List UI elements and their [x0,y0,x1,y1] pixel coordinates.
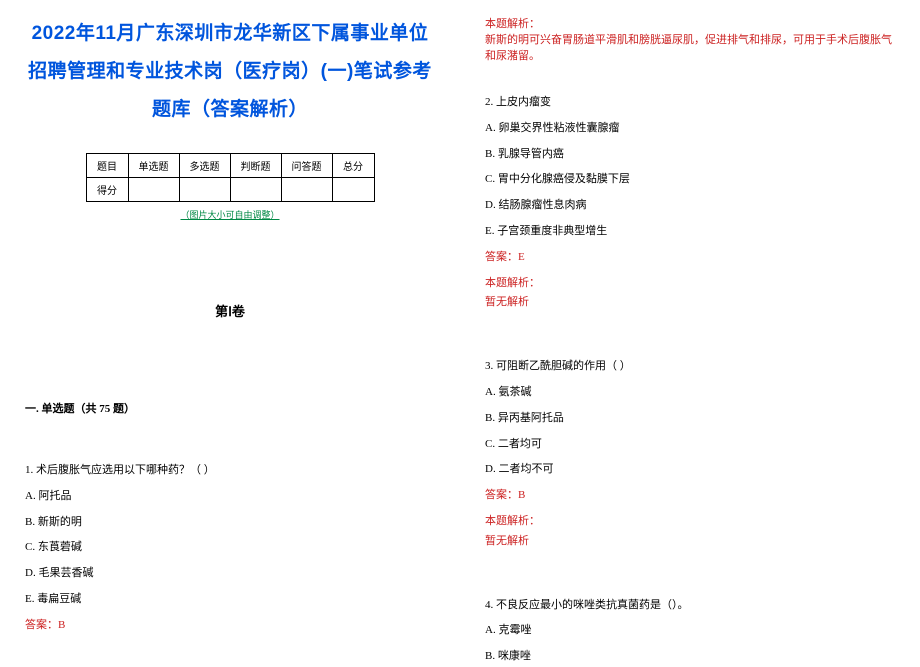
q2-answer: 答案：E [485,248,895,268]
q1-opt-c: C. 东莨菪碱 [25,538,435,558]
cell-empty [128,178,179,202]
table-row: 题目 单选题 多选题 判断题 问答题 总分 [86,154,374,178]
table-row: 得分 [86,178,374,202]
q2-text: 2. 上皮内瘤变 [485,93,895,113]
q2-opt-a: A. 卵巢交界性粘液性囊腺瘤 [485,119,895,139]
q1-opt-e: E. 毒扁豆碱 [25,590,435,610]
title-line-2: 招聘管理和专业技术岗（医疗岗）(一)笔试参考 [25,53,435,91]
q3-explain-head: 本题解析： [485,512,895,532]
q1-answer: 答案：B [25,616,435,636]
cell-empty [281,178,332,202]
question-1: 1. 术后腹胀气应选用以下哪种药？（ ） A. 阿托品 B. 新斯的明 C. 东… [25,461,435,636]
th-zf: 总分 [332,154,374,178]
title-line-1: 2022年11月广东深圳市龙华新区下属事业单位 [25,15,435,53]
question-4: 4. 不良反应最小的咪唑类抗真菌药是（）。 A. 克霉唑 B. 咪康唑 [485,596,895,667]
cell-empty [230,178,281,202]
cell-empty [179,178,230,202]
q2-opt-d: D. 结肠腺瘤性息肉病 [485,196,895,216]
q1-opt-b: B. 新斯的明 [25,513,435,533]
q3-explain-body: 暂无解析 [485,532,895,552]
question-3: 3. 可阻断乙酰胆碱的作用（ ） A. 氨茶碱 B. 异丙基阿托品 C. 二者均… [485,357,895,551]
q3-opt-b: B. 异丙基阿托品 [485,409,895,429]
th-wd: 问答题 [281,154,332,178]
q2-explain-body: 暂无解析 [485,293,895,313]
th-tm: 题目 [86,154,128,178]
th-dx: 单选题 [128,154,179,178]
q2-opt-c: C. 胃中分化腺癌侵及黏膜下层 [485,170,895,190]
th-mx: 多选题 [179,154,230,178]
q4-opt-b: B. 咪康唑 [485,647,895,667]
q2-opt-b: B. 乳腺导管内癌 [485,145,895,165]
section-title: 一. 单选题（共 75 题） [25,400,435,416]
row-label: 得分 [86,178,128,202]
q3-text: 3. 可阻断乙酰胆碱的作用（ ） [485,357,895,377]
q2-explain-head: 本题解析： [485,274,895,294]
q3-opt-c: C. 二者均可 [485,435,895,455]
cell-empty [332,178,374,202]
q4-opt-a: A. 克霉唑 [485,621,895,641]
q3-opt-a: A. 氨茶碱 [485,383,895,403]
image-resize-note: （图片大小可自由调整） [25,208,435,221]
q2-opt-e: E. 子宫颈重度非典型增生 [485,222,895,242]
q1-opt-d: D. 毛果芸香碱 [25,564,435,584]
th-pd: 判断题 [230,154,281,178]
volume-title: 第Ⅰ卷 [25,301,435,320]
question-2: 2. 上皮内瘤变 A. 卵巢交界性粘液性囊腺瘤 B. 乳腺导管内癌 C. 胃中分… [485,93,895,313]
q4-text: 4. 不良反应最小的咪唑类抗真菌药是（）。 [485,596,895,616]
title-line-3: 题库（答案解析） [25,91,435,129]
score-table: 题目 单选题 多选题 判断题 问答题 总分 得分 [86,153,375,202]
q3-opt-d: D. 二者均不可 [485,460,895,480]
q1-text: 1. 术后腹胀气应选用以下哪种药？（ ） [25,461,435,481]
q3-answer: 答案：B [485,486,895,506]
q1-opt-a: A. 阿托品 [25,487,435,507]
q1-explain-head: 本题解析： [485,15,895,31]
q1-explain-body: 新斯的明可兴奋胃肠道平滑肌和膀胱逼尿肌，促进排气和排尿，可用于手术后腹胀气和尿潴… [485,31,895,63]
document-title: 2022年11月广东深圳市龙华新区下属事业单位 招聘管理和专业技术岗（医疗岗）(… [25,15,435,129]
